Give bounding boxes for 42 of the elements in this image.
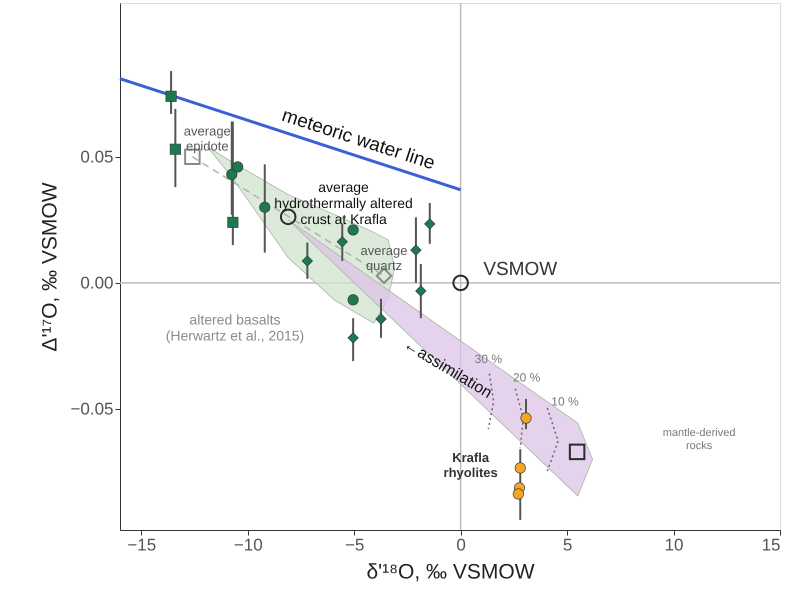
point xyxy=(336,236,348,248)
point xyxy=(512,488,524,500)
annotation: altered basalts (Herwartz et al., 2015) xyxy=(166,312,304,344)
x-tick-label: −10 xyxy=(234,536,263,554)
annotation: average quartz xyxy=(360,242,408,273)
point xyxy=(232,161,244,172)
annotation: VSMOW xyxy=(483,258,558,280)
point xyxy=(375,313,387,324)
annotation: meteoric water line xyxy=(279,105,438,174)
x-tick-label: 0 xyxy=(456,536,466,554)
y-tick-label: 0.00 xyxy=(80,273,114,292)
point xyxy=(514,462,526,474)
point xyxy=(226,168,238,180)
point xyxy=(259,202,270,213)
point xyxy=(166,90,177,102)
point xyxy=(410,244,422,256)
annotation: average hydrothermally altered crust at Krafla xyxy=(274,178,413,227)
point xyxy=(415,285,426,297)
x-tick-label: 10 xyxy=(664,536,684,554)
annotation: 10 % xyxy=(551,394,579,408)
point xyxy=(568,444,586,460)
x-tick-label: −5 xyxy=(345,536,364,554)
annotation: mantle-derived rocks xyxy=(662,426,736,452)
y-tick-label: −0.05 xyxy=(70,399,114,418)
point xyxy=(348,224,359,236)
point xyxy=(348,294,359,306)
point xyxy=(348,332,359,344)
x-tick-label: 15 xyxy=(762,536,780,554)
point xyxy=(424,218,436,230)
y-tick-label: 0.05 xyxy=(80,147,114,166)
x-tick-label: −15 xyxy=(127,536,156,554)
annotation: 20 % xyxy=(512,370,541,384)
annotation: average epidote xyxy=(184,124,231,154)
point xyxy=(302,255,313,266)
y-axis-title: Δ'¹⁷O, ‰ VSMOW xyxy=(38,182,62,352)
point xyxy=(520,412,532,424)
point xyxy=(452,274,469,292)
point xyxy=(227,216,238,228)
x-axis-title: δ'¹⁸O, ‰ VSMOW xyxy=(366,560,535,584)
point xyxy=(170,144,181,155)
x-tick-label: 5 xyxy=(562,536,572,554)
annotation: Krafla rhyolites xyxy=(444,450,498,480)
